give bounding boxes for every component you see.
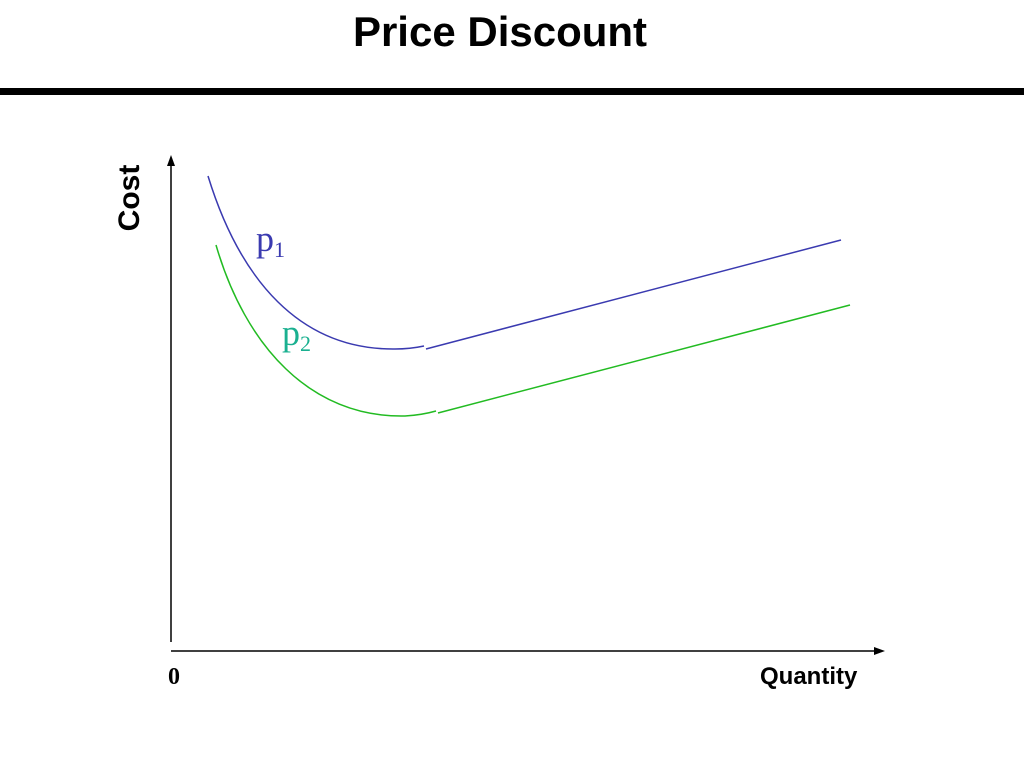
p2-label-base: p: [282, 313, 300, 353]
p1-label: p1: [256, 218, 285, 263]
title-divider: [0, 88, 1024, 95]
p2-curve-convex: [215, 244, 437, 417]
origin-label: 0: [168, 664, 180, 690]
x-axis-arrow: [874, 647, 885, 655]
p1-label-sub: 1: [274, 237, 285, 262]
p2-label-sub: 2: [300, 331, 311, 356]
x-axis-label: Quantity: [760, 663, 858, 690]
y-axis-label: Cost: [113, 164, 146, 232]
p1-label-base: p: [256, 219, 274, 259]
p1-curve-linear: [425, 239, 842, 350]
p2-curve-linear: [437, 304, 851, 414]
page-title: Price Discount: [352, 8, 648, 55]
y-axis-arrow: [167, 155, 175, 166]
p2-label: p2: [282, 312, 311, 357]
p1-curve-convex: [207, 175, 425, 350]
